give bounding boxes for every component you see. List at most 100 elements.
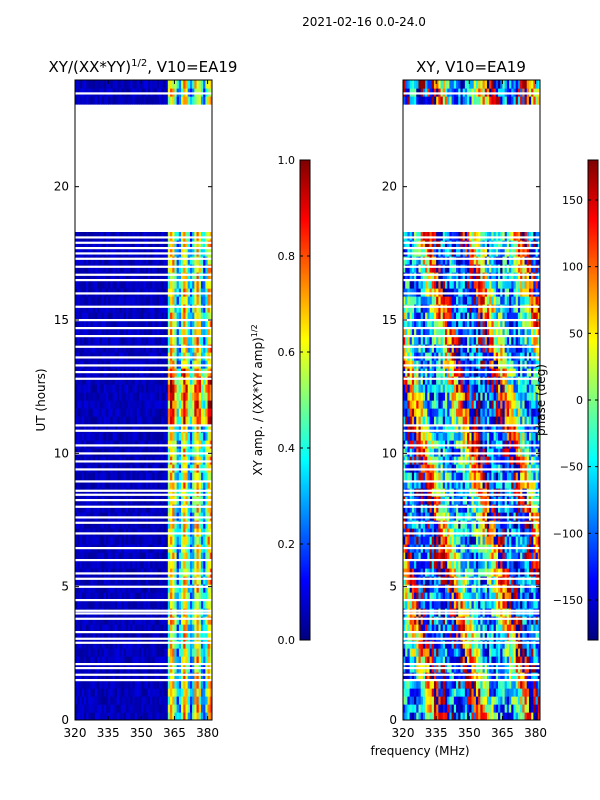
left-cell <box>132 680 136 689</box>
right-cell <box>409 624 413 633</box>
left-cell <box>209 584 212 593</box>
left-cell <box>90 408 94 417</box>
left-cell <box>152 336 156 345</box>
left-cell <box>170 592 173 601</box>
left-cell <box>183 472 187 481</box>
left-cell <box>163 456 167 465</box>
left-cell <box>203 688 206 697</box>
left-cell <box>156 656 160 665</box>
left-cell <box>163 600 167 609</box>
left-cell <box>172 336 176 345</box>
left-cell <box>108 232 111 241</box>
left-cell <box>112 432 116 441</box>
left-cell <box>209 512 212 521</box>
left-cell <box>203 712 206 720</box>
right-cell <box>405 632 409 641</box>
left-cell <box>165 640 169 649</box>
left-cell <box>207 336 211 345</box>
left-cell <box>161 312 164 321</box>
right-cell <box>484 616 488 625</box>
left-cell <box>110 584 114 593</box>
left-cell <box>86 240 89 249</box>
left-cell <box>141 352 145 361</box>
left-cell <box>97 480 100 489</box>
left-cell <box>136 432 140 441</box>
right-cell <box>475 656 479 665</box>
left-cell <box>156 360 160 369</box>
right-cell <box>462 712 466 720</box>
left-cell <box>83 528 87 537</box>
left-cell <box>108 376 111 385</box>
left-cell <box>185 304 189 313</box>
left-cell <box>86 80 89 89</box>
left-cell <box>97 336 100 345</box>
left-cell <box>145 456 149 465</box>
right-cell <box>444 688 448 697</box>
left-cell <box>152 504 156 513</box>
left-cell <box>145 80 149 89</box>
right-cell <box>422 688 426 697</box>
right-cell <box>471 704 475 713</box>
left-cell <box>103 704 107 713</box>
right-cell <box>500 616 504 625</box>
left-cell <box>116 80 120 89</box>
left-cell <box>110 640 114 649</box>
left-cell <box>110 240 114 249</box>
right-cell <box>433 712 437 720</box>
left-cell <box>167 440 171 449</box>
left-cell <box>152 400 156 409</box>
left-cell <box>99 624 103 633</box>
left-cell <box>181 608 184 617</box>
right-cell <box>411 624 415 633</box>
left-cell <box>79 232 83 241</box>
right-cell <box>433 624 437 633</box>
left-cell <box>94 296 98 305</box>
right-cell <box>405 688 409 697</box>
left-cell <box>77 352 81 361</box>
left-cell <box>176 704 180 713</box>
right-cell <box>504 672 508 681</box>
left-cell <box>200 320 204 329</box>
left-cell <box>125 320 129 329</box>
left-cell <box>121 400 125 409</box>
right-cell <box>405 616 409 625</box>
left-cell <box>194 488 198 497</box>
right-cell <box>429 608 433 617</box>
left-cell <box>97 584 100 593</box>
left-cell <box>97 408 100 417</box>
left-cell <box>185 320 189 329</box>
left-cell <box>88 416 92 425</box>
left-cell <box>147 312 151 321</box>
left-cell <box>192 504 195 513</box>
right-cell <box>480 712 484 720</box>
left-cell <box>105 432 109 441</box>
left-cell <box>189 344 193 353</box>
left-cell <box>90 688 94 697</box>
left-cell <box>112 384 116 393</box>
left-cell <box>90 96 94 105</box>
right-cell <box>449 640 453 649</box>
left-cell <box>150 400 153 409</box>
left-cell <box>145 344 149 353</box>
left-cell <box>192 304 195 313</box>
left-cell <box>90 320 94 329</box>
left-cell <box>147 528 151 537</box>
left-cell <box>86 704 89 713</box>
left-cell <box>75 712 78 720</box>
left-cell <box>207 264 211 273</box>
left-cell <box>101 488 105 497</box>
left-cell <box>152 552 156 561</box>
right-cell <box>473 600 477 609</box>
right-cell <box>464 600 468 609</box>
left-cell <box>132 584 136 593</box>
left-cell <box>134 704 138 713</box>
left-cell <box>194 584 198 593</box>
left-cell <box>185 608 189 617</box>
left-cell <box>75 504 78 513</box>
left-cell <box>189 600 193 609</box>
left-cell <box>119 672 123 681</box>
left-cell <box>83 256 87 265</box>
left-cell <box>207 424 211 433</box>
left-cell <box>170 288 173 297</box>
left-cell <box>154 384 158 393</box>
